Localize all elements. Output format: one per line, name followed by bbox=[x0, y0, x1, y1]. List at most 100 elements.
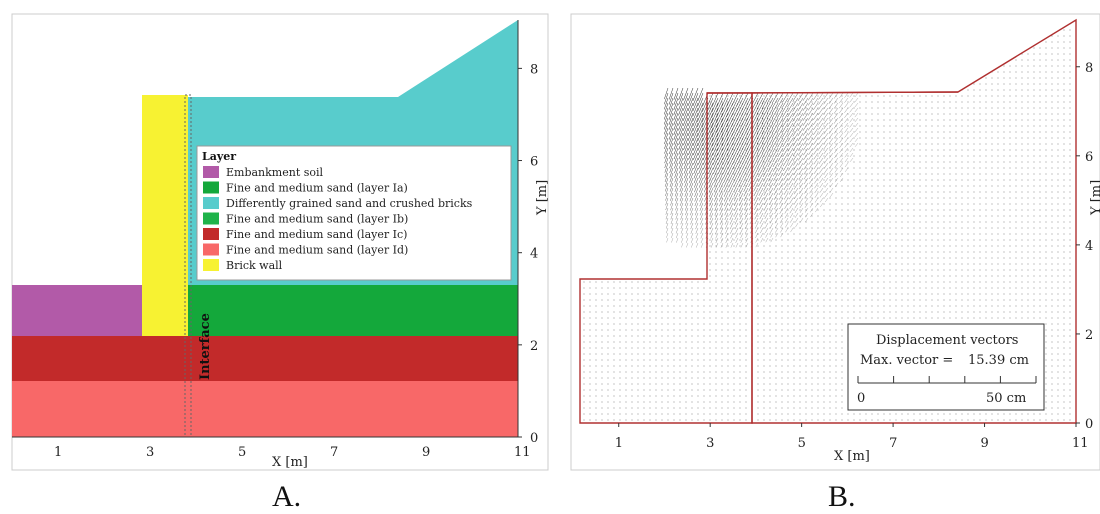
field-dot bbox=[997, 173, 999, 175]
field-dot bbox=[835, 299, 837, 301]
field-dot bbox=[601, 377, 603, 379]
field-dot bbox=[619, 287, 621, 289]
field-dot bbox=[607, 407, 609, 409]
field-dot bbox=[601, 407, 603, 409]
field-dot bbox=[889, 239, 891, 241]
field-dot bbox=[805, 377, 807, 379]
field-dot bbox=[817, 101, 819, 103]
vector-arrow bbox=[714, 217, 719, 225]
field-dot bbox=[1057, 305, 1059, 307]
field-dot bbox=[769, 209, 771, 211]
field-dot bbox=[805, 323, 807, 325]
vector-arrow bbox=[814, 172, 819, 179]
field-dot bbox=[841, 323, 843, 325]
field-dot bbox=[583, 407, 585, 409]
vector-arrow bbox=[773, 187, 779, 196]
field-dot bbox=[787, 347, 789, 349]
field-dot bbox=[1045, 323, 1047, 325]
field-dot bbox=[661, 407, 663, 409]
field-dot bbox=[871, 299, 873, 301]
vector-arrow bbox=[767, 147, 774, 158]
field-dot bbox=[841, 173, 843, 175]
field-dot bbox=[1003, 251, 1005, 253]
field-dot bbox=[913, 167, 915, 169]
field-dot bbox=[949, 257, 951, 259]
vector-arrow bbox=[689, 182, 694, 193]
field-dot bbox=[637, 413, 639, 415]
field-dot bbox=[1033, 95, 1035, 97]
field-dot bbox=[721, 293, 723, 295]
field-dot bbox=[715, 245, 717, 247]
vector-arrow bbox=[760, 227, 764, 234]
field-dot bbox=[655, 389, 657, 391]
field-dot bbox=[925, 305, 927, 307]
vector-arrow bbox=[797, 107, 804, 117]
field-dot bbox=[1051, 353, 1053, 355]
vector-arrow bbox=[728, 182, 734, 193]
field-dot bbox=[1069, 269, 1071, 271]
field-dot bbox=[757, 263, 759, 265]
field-dot bbox=[811, 395, 813, 397]
field-dot bbox=[757, 209, 759, 211]
field-dot bbox=[979, 275, 981, 277]
field-dot bbox=[991, 113, 993, 115]
field-dot bbox=[721, 407, 723, 409]
field-dot bbox=[793, 413, 795, 415]
field-dot bbox=[763, 341, 765, 343]
field-dot bbox=[631, 395, 633, 397]
vector-arrow bbox=[716, 107, 724, 123]
field-dot bbox=[709, 371, 711, 373]
vector-arrow bbox=[780, 232, 784, 238]
field-dot bbox=[1069, 281, 1071, 283]
field-dot bbox=[949, 101, 951, 103]
field-dot bbox=[925, 149, 927, 151]
field-dot bbox=[685, 377, 687, 379]
vector-arrow bbox=[803, 177, 809, 185]
vector-arrow bbox=[818, 137, 824, 145]
field-dot bbox=[949, 191, 951, 193]
field-dot bbox=[793, 299, 795, 301]
field-dot bbox=[745, 419, 747, 421]
vector-arrow bbox=[771, 107, 779, 119]
field-dot bbox=[763, 353, 765, 355]
field-dot bbox=[799, 215, 801, 217]
field-dot bbox=[769, 365, 771, 367]
field-dot bbox=[757, 227, 759, 229]
vector-arrow bbox=[738, 187, 744, 197]
field-dot bbox=[673, 299, 675, 301]
vector-arrow bbox=[714, 212, 719, 221]
field-dot bbox=[841, 233, 843, 235]
field-dot bbox=[901, 209, 903, 211]
field-dot bbox=[877, 269, 879, 271]
field-dot bbox=[661, 293, 663, 295]
field-dot bbox=[985, 311, 987, 313]
vector-arrow bbox=[808, 152, 814, 160]
vector-arrow bbox=[763, 197, 769, 206]
vector-arrow bbox=[730, 232, 734, 239]
field-dot bbox=[787, 329, 789, 331]
field-dot bbox=[1027, 191, 1029, 193]
field-dot bbox=[1051, 233, 1053, 235]
vector-arrow bbox=[761, 92, 769, 104]
field-dot bbox=[877, 95, 879, 97]
field-dot bbox=[733, 239, 735, 241]
field-dot bbox=[583, 293, 585, 295]
vector-arrow bbox=[666, 237, 669, 243]
field-dot bbox=[841, 293, 843, 295]
field-dot bbox=[877, 227, 879, 229]
vector-arrow bbox=[741, 92, 749, 106]
field-dot bbox=[721, 197, 723, 199]
field-dot bbox=[607, 347, 609, 349]
field-dot bbox=[967, 287, 969, 289]
field-dot bbox=[697, 347, 699, 349]
field-dot bbox=[679, 353, 681, 355]
field-dot bbox=[877, 263, 879, 265]
field-dot bbox=[745, 119, 747, 121]
field-dot bbox=[973, 119, 975, 121]
field-dot bbox=[1027, 263, 1029, 265]
vector-arrow bbox=[773, 172, 779, 182]
field-dot bbox=[997, 125, 999, 127]
field-dot bbox=[925, 419, 927, 421]
field-dot bbox=[889, 149, 891, 151]
